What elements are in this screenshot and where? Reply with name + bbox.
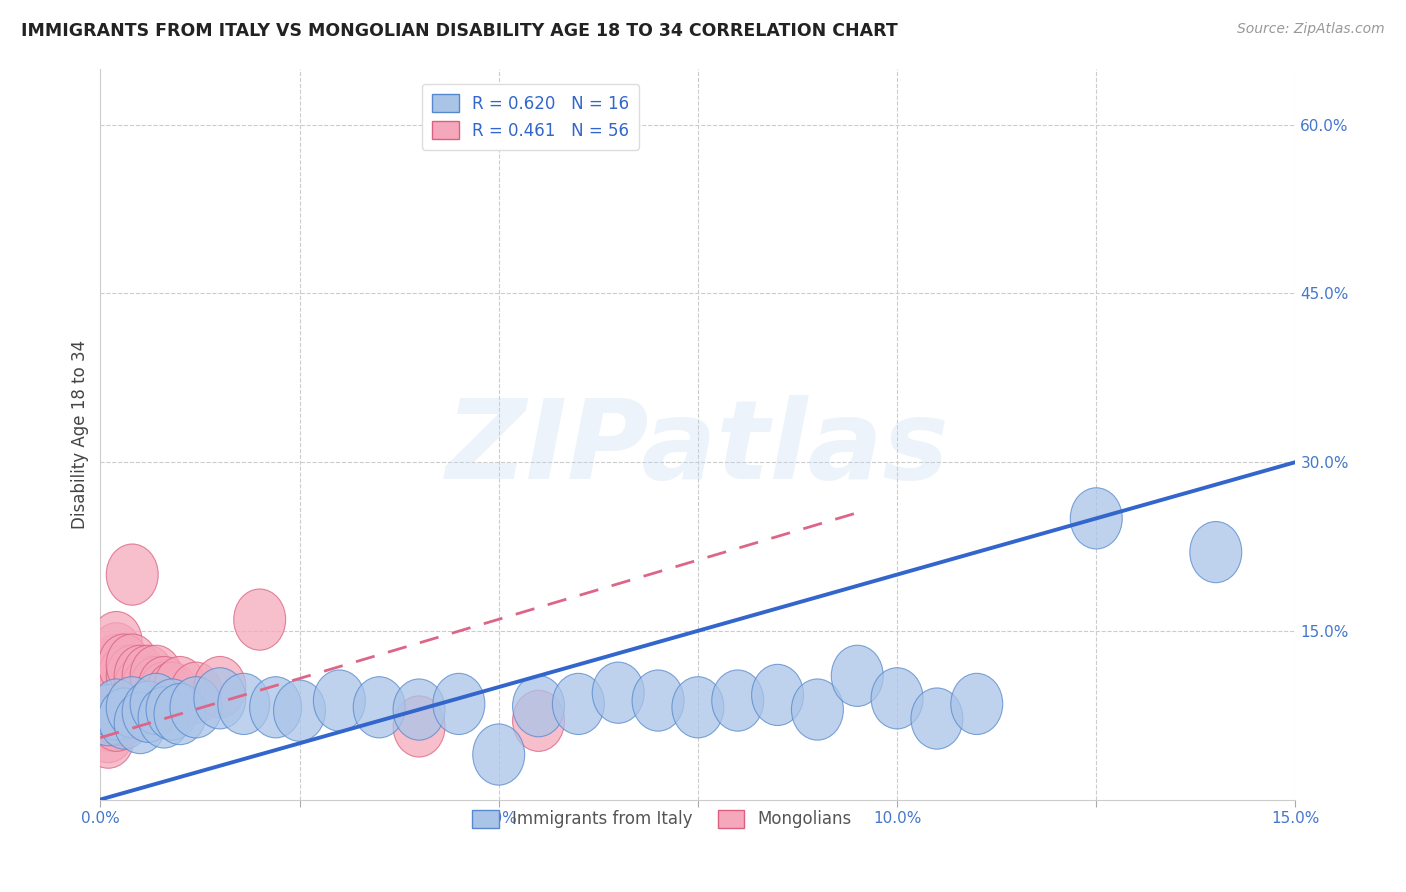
Ellipse shape [83,651,135,712]
Ellipse shape [83,701,135,763]
Ellipse shape [155,657,207,718]
Ellipse shape [83,640,135,701]
Ellipse shape [114,645,166,706]
Ellipse shape [122,681,174,742]
Ellipse shape [107,673,159,734]
Ellipse shape [911,688,963,749]
Text: ZIPatlas: ZIPatlas [446,395,950,502]
Ellipse shape [146,662,198,723]
Ellipse shape [155,683,207,745]
Ellipse shape [394,696,446,757]
Ellipse shape [90,623,142,684]
Ellipse shape [98,673,150,734]
Ellipse shape [83,662,135,723]
Text: IMMIGRANTS FROM ITALY VS MONGOLIAN DISABILITY AGE 18 TO 34 CORRELATION CHART: IMMIGRANTS FROM ITALY VS MONGOLIAN DISAB… [21,22,898,40]
Ellipse shape [83,668,135,729]
Ellipse shape [131,668,183,729]
Ellipse shape [98,668,150,729]
Ellipse shape [146,679,198,740]
Ellipse shape [131,645,183,706]
Ellipse shape [98,688,150,749]
Ellipse shape [90,634,142,695]
Ellipse shape [90,679,142,740]
Ellipse shape [194,657,246,718]
Ellipse shape [90,673,142,734]
Ellipse shape [98,684,150,746]
Ellipse shape [83,657,135,718]
Ellipse shape [90,662,142,723]
Ellipse shape [170,677,222,738]
Ellipse shape [114,657,166,718]
Ellipse shape [122,668,174,729]
Ellipse shape [138,687,190,748]
Ellipse shape [83,707,135,768]
Ellipse shape [950,673,1002,734]
Ellipse shape [90,657,142,718]
Ellipse shape [90,668,142,729]
Ellipse shape [107,657,159,718]
Ellipse shape [233,589,285,650]
Ellipse shape [513,675,565,737]
Ellipse shape [592,662,644,723]
Ellipse shape [218,673,270,734]
Ellipse shape [633,670,685,731]
Ellipse shape [90,690,142,751]
Legend: Immigrants from Italy, Mongolians: Immigrants from Italy, Mongolians [465,803,859,835]
Ellipse shape [472,724,524,785]
Ellipse shape [107,544,159,605]
Ellipse shape [83,684,135,746]
Ellipse shape [1070,488,1122,549]
Ellipse shape [170,662,222,723]
Y-axis label: Disability Age 18 to 34: Disability Age 18 to 34 [72,340,89,529]
Ellipse shape [98,657,150,718]
Ellipse shape [98,645,150,706]
Ellipse shape [138,657,190,718]
Ellipse shape [194,668,246,729]
Ellipse shape [114,673,166,734]
Ellipse shape [792,679,844,740]
Ellipse shape [553,673,605,734]
Ellipse shape [831,645,883,706]
Ellipse shape [83,684,135,746]
Ellipse shape [1189,522,1241,582]
Ellipse shape [711,670,763,731]
Ellipse shape [122,657,174,718]
Ellipse shape [83,673,135,734]
Ellipse shape [131,657,183,718]
Ellipse shape [83,690,135,751]
Ellipse shape [90,679,142,740]
Ellipse shape [131,673,183,734]
Ellipse shape [107,679,159,740]
Ellipse shape [138,662,190,723]
Ellipse shape [98,634,150,695]
Ellipse shape [107,634,159,695]
Ellipse shape [513,690,565,751]
Ellipse shape [83,679,135,740]
Text: Source: ZipAtlas.com: Source: ZipAtlas.com [1237,22,1385,37]
Ellipse shape [433,673,485,734]
Ellipse shape [114,668,166,729]
Ellipse shape [314,670,366,731]
Ellipse shape [107,677,159,738]
Ellipse shape [752,665,804,725]
Ellipse shape [122,645,174,706]
Ellipse shape [98,679,150,740]
Ellipse shape [353,677,405,738]
Ellipse shape [107,668,159,729]
Ellipse shape [90,684,142,746]
Ellipse shape [114,692,166,754]
Ellipse shape [98,662,150,723]
Ellipse shape [394,679,446,740]
Ellipse shape [672,677,724,738]
Ellipse shape [872,668,924,729]
Ellipse shape [250,677,302,738]
Ellipse shape [90,645,142,706]
Ellipse shape [90,612,142,673]
Ellipse shape [274,680,326,741]
Ellipse shape [107,645,159,706]
